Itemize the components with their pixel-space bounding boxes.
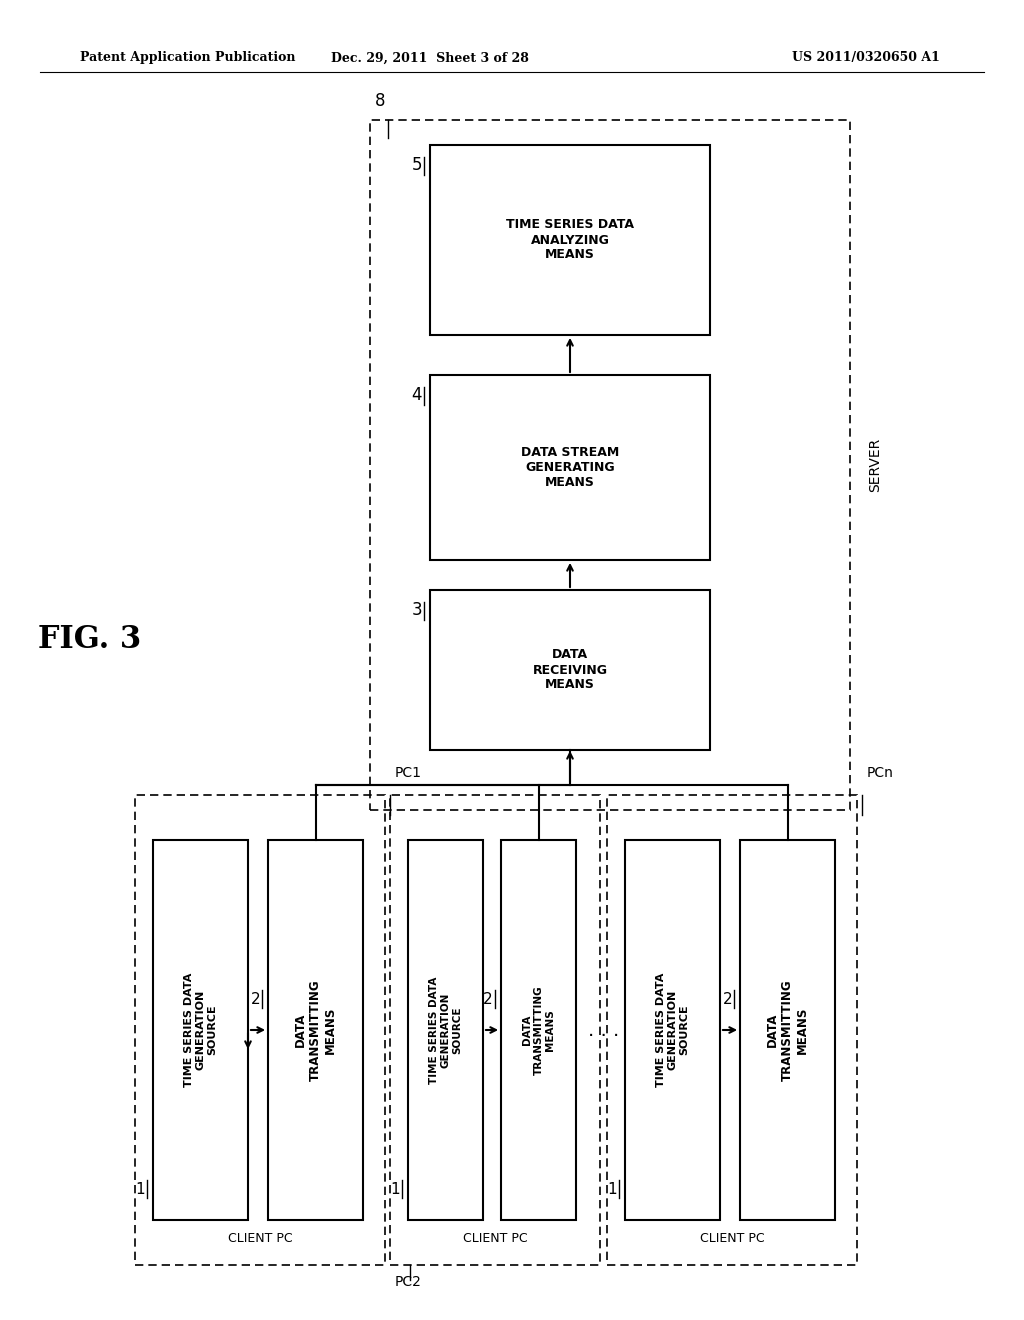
Bar <box>135 795 385 1265</box>
Text: 2: 2 <box>483 993 493 1007</box>
Text: 2: 2 <box>251 993 260 1007</box>
Bar <box>625 840 720 1220</box>
Bar <box>268 840 362 1220</box>
Text: DATA STREAM
GENERATING
MEANS: DATA STREAM GENERATING MEANS <box>521 446 620 488</box>
Bar <box>501 840 575 1220</box>
Text: 1: 1 <box>607 1183 617 1197</box>
Text: 4: 4 <box>412 385 422 404</box>
Bar <box>153 840 248 1220</box>
Bar <box>607 795 857 1265</box>
Text: CLIENT PC: CLIENT PC <box>699 1232 764 1245</box>
Text: CLIENT PC: CLIENT PC <box>227 1232 292 1245</box>
Text: CLIENT PC: CLIENT PC <box>463 1232 527 1245</box>
Text: 3: 3 <box>412 601 422 619</box>
Text: PCn: PCn <box>867 766 894 780</box>
Text: 8: 8 <box>375 92 385 110</box>
Text: TIME SERIES DATA
GENERATION
SOURCE: TIME SERIES DATA GENERATION SOURCE <box>656 973 689 1088</box>
Text: DATA
TRANSMITTING
MEANS: DATA TRANSMITTING MEANS <box>294 979 337 1081</box>
Text: TIME SERIES DATA
ANALYZING
MEANS: TIME SERIES DATA ANALYZING MEANS <box>506 219 634 261</box>
Bar <box>390 795 600 1265</box>
Bar <box>370 120 850 810</box>
Text: SERVER: SERVER <box>868 438 882 492</box>
Bar <box>740 840 835 1220</box>
Bar <box>430 375 710 560</box>
Text: 1: 1 <box>390 1183 400 1197</box>
Text: PC1: PC1 <box>395 766 422 780</box>
Bar <box>430 145 710 335</box>
Text: DATA
TRANSMITTING
MEANS: DATA TRANSMITTING MEANS <box>766 979 809 1081</box>
Text: DATA
RECEIVING
MEANS: DATA RECEIVING MEANS <box>532 648 607 692</box>
Bar <box>408 840 483 1220</box>
Text: TIME SERIES DATA
GENERATION
SOURCE: TIME SERIES DATA GENERATION SOURCE <box>429 977 462 1084</box>
Text: FIG. 3: FIG. 3 <box>38 624 141 656</box>
Text: 5: 5 <box>412 156 422 174</box>
Text: DATA
TRANSMITTING
MEANS: DATA TRANSMITTING MEANS <box>522 985 555 1074</box>
Text: PC2: PC2 <box>395 1275 422 1290</box>
Text: Patent Application Publication: Patent Application Publication <box>80 51 296 65</box>
Text: US 2011/0320650 A1: US 2011/0320650 A1 <box>793 51 940 65</box>
Text: 1: 1 <box>135 1183 145 1197</box>
Text: . . .: . . . <box>588 1020 620 1040</box>
Text: TIME SERIES DATA
GENERATION
SOURCE: TIME SERIES DATA GENERATION SOURCE <box>184 973 217 1088</box>
Bar <box>430 590 710 750</box>
Text: 2: 2 <box>722 993 732 1007</box>
Text: Dec. 29, 2011  Sheet 3 of 28: Dec. 29, 2011 Sheet 3 of 28 <box>331 51 529 65</box>
